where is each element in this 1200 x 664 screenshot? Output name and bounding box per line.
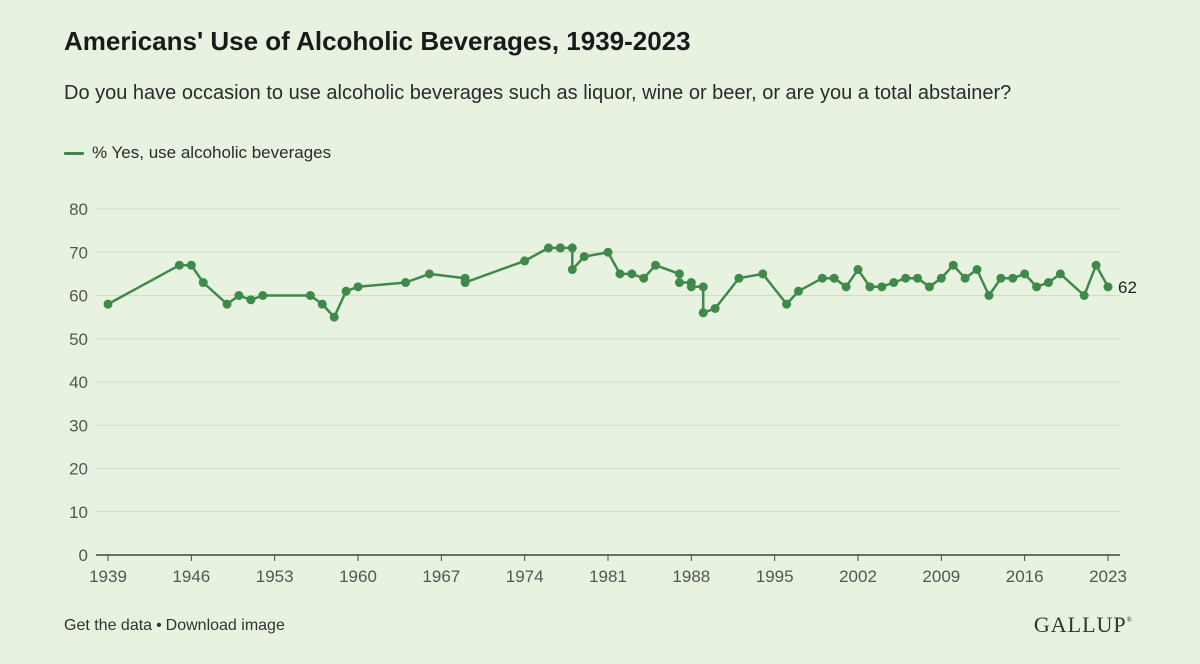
data-point [1079, 291, 1089, 300]
data-point [1043, 278, 1053, 288]
chart-title: Americans' Use of Alcoholic Beverages, 1… [64, 26, 691, 56]
data-point [353, 282, 363, 292]
data-point [317, 299, 327, 309]
data-point [567, 265, 577, 275]
chart-subtitle: Do you have occasion to use alcoholic be… [64, 82, 1012, 104]
data-point [234, 291, 244, 300]
x-tick-label: 1939 [89, 567, 127, 586]
y-tick-label: 10 [69, 503, 88, 522]
chart-legend: % Yes, use alcoholic beverages [64, 143, 331, 163]
download-image-link[interactable]: Download image [165, 617, 285, 634]
series-line [107, 246, 1110, 319]
data-point [651, 260, 661, 270]
data-point [1020, 269, 1030, 279]
data-point [686, 282, 696, 292]
data-point [103, 299, 113, 309]
data-point [841, 282, 851, 292]
data-point [401, 278, 411, 288]
data-point [520, 256, 530, 266]
data-point [889, 278, 899, 288]
legend-label: % Yes, use alcoholic beverages [92, 143, 332, 162]
data-point [984, 291, 994, 300]
data-point [222, 299, 232, 309]
data-point [996, 273, 1006, 283]
y-tick-label: 40 [69, 373, 88, 392]
data-point [710, 303, 720, 313]
data-point [627, 269, 637, 279]
y-tick-label: 80 [69, 200, 88, 219]
y-tick-label: 50 [69, 330, 88, 349]
data-point [567, 243, 577, 253]
x-tick-label: 1995 [756, 567, 794, 586]
footer-links: Get the data • Download image [64, 617, 285, 635]
data-point [424, 269, 434, 279]
data-point [1008, 273, 1018, 283]
data-point [948, 260, 958, 270]
data-point [615, 269, 625, 279]
x-tick-label: 1946 [172, 567, 210, 586]
data-point [186, 260, 196, 270]
y-tick-label: 70 [69, 243, 88, 262]
x-tick-label: 1974 [506, 567, 544, 586]
data-point [329, 312, 339, 322]
x-tick-label: 1960 [339, 567, 377, 586]
x-tick-label: 1967 [422, 567, 460, 586]
data-point [639, 273, 649, 283]
x-tick-label: 2002 [839, 567, 877, 586]
data-point [972, 265, 982, 275]
y-tick-label: 20 [69, 460, 88, 479]
data-point [674, 269, 684, 279]
data-point [960, 273, 970, 283]
data-point [1091, 260, 1101, 270]
data-point [1103, 282, 1113, 292]
data-point [674, 278, 684, 288]
data-point [924, 282, 934, 292]
data-point [174, 260, 184, 270]
data-point [1055, 269, 1065, 279]
data-point [603, 247, 613, 257]
data-point [543, 243, 553, 253]
legend-swatch [64, 151, 84, 155]
data-point [198, 278, 208, 288]
data-point [936, 273, 946, 283]
data-point [734, 273, 744, 283]
x-tick-label: 2016 [1006, 567, 1044, 586]
data-point [1032, 282, 1042, 292]
data-point [341, 286, 351, 296]
data-point [258, 291, 268, 300]
y-tick-label: 60 [69, 287, 88, 306]
end-value-label: 62 [1118, 278, 1137, 297]
get-data-link[interactable]: Get the data [64, 617, 153, 634]
data-point [913, 273, 923, 283]
data-point [865, 282, 875, 292]
data-point [793, 286, 803, 296]
data-point [698, 308, 708, 318]
y-tick-label: 30 [69, 416, 88, 435]
data-point [698, 282, 708, 292]
footer-separator: • [156, 617, 162, 634]
x-tick-label: 1988 [672, 567, 710, 586]
x-tick-label: 1953 [256, 567, 294, 586]
data-point [829, 273, 839, 283]
data-point [817, 273, 827, 283]
x-tick-label: 2009 [922, 567, 960, 586]
data-point [579, 252, 589, 262]
x-tick-label: 2023 [1089, 567, 1127, 586]
x-tick-label: 1981 [589, 567, 627, 586]
logo-text: GALLUP [1033, 612, 1127, 637]
data-point [305, 291, 315, 300]
data-point [877, 282, 887, 292]
data-point [782, 299, 792, 309]
data-point [758, 269, 768, 279]
gallup-logo: GALLUP® [1034, 612, 1132, 638]
logo-registered-mark: ® [1126, 616, 1132, 624]
data-point [853, 265, 863, 275]
data-point [901, 273, 911, 283]
y-tick-label: 0 [79, 546, 88, 565]
data-point [555, 243, 565, 253]
data-point [460, 278, 470, 288]
data-point [246, 295, 256, 305]
